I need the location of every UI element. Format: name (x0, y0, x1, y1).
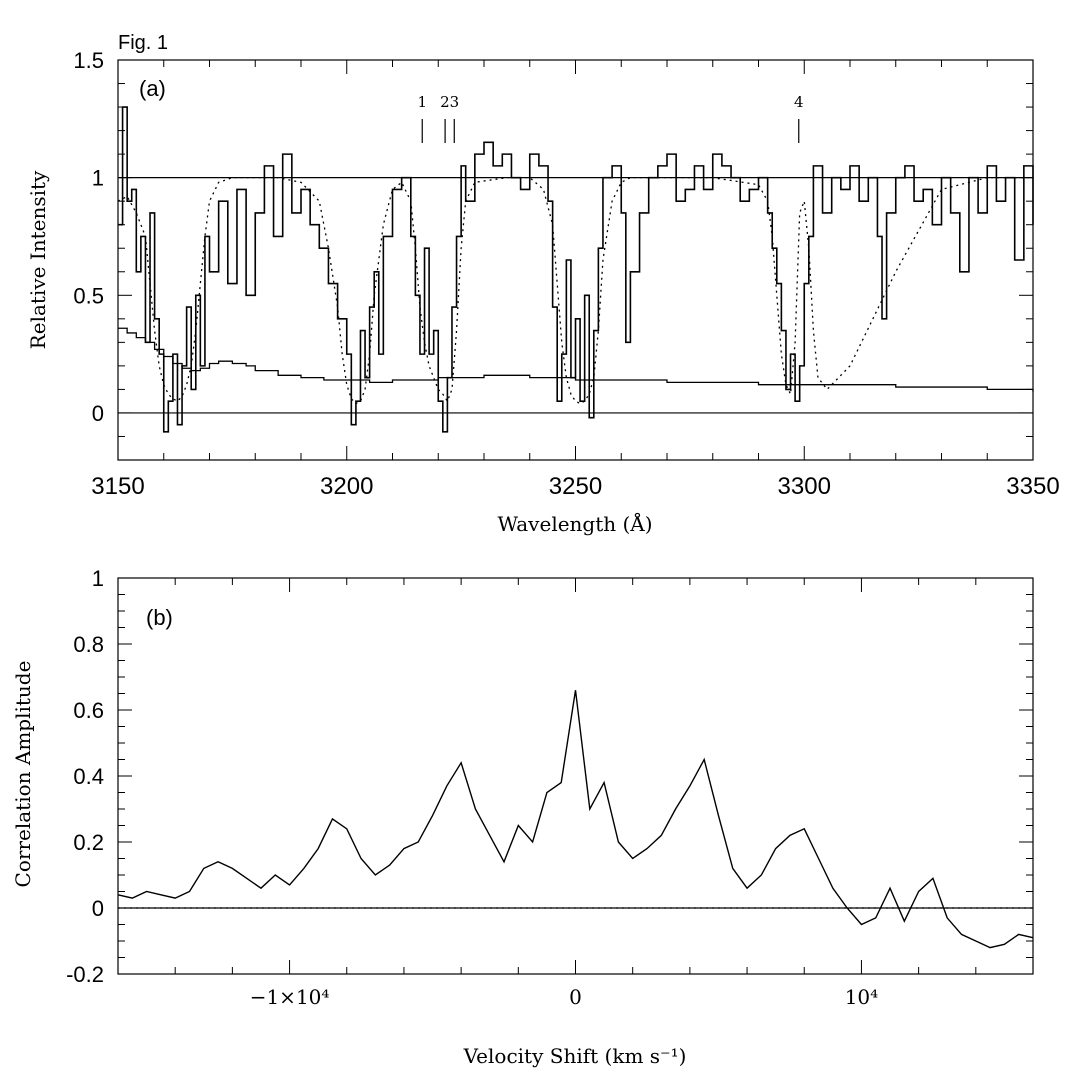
y-tick-label: 0.4 (73, 764, 104, 789)
panel-b-axis-ticks (117, 577, 1034, 975)
panel-a-y-tick-labels: 0 0.5 1 1.5 (73, 48, 104, 426)
x-tick-label: 3300 (778, 473, 831, 500)
panel-b-x-tick-labels: −1×10⁴ 0 10⁴ (250, 985, 878, 1009)
y-tick-label: -0.2 (66, 962, 104, 987)
y-tick-label: 1.5 (73, 48, 104, 73)
panel-a-spectrum: 1 23 4 3150 3200 3250 3300 3350 0 0.5 1 1.5 (a) W… (26, 48, 1060, 536)
panel-b-y-tick-labels: -0.2 0 0.2 0.4 0.6 0.8 1 (66, 566, 104, 987)
series-error-spectrum (118, 327, 1034, 392)
panel-b-correlation: −1×10⁴ 0 10⁴ -0.2 0 0.2 0.4 0.6 0.8 1 (b) Veloci… (11, 566, 1034, 1068)
y-tick-label: 0.6 (73, 698, 104, 723)
panel-a-line-markers: 1 23 4 (417, 93, 804, 143)
y-tick-label: 0.2 (73, 830, 104, 855)
y-tick-label: 0 (92, 401, 104, 426)
panel-b-series (117, 690, 1034, 949)
x-tick-label: −1×10⁴ (250, 985, 330, 1009)
y-tick-label: 1 (92, 566, 104, 591)
panel-b-x-axis-label: Velocity Shift (km s⁻¹) (463, 1044, 687, 1068)
panel-a-x-tick-labels: 3150 3200 3250 3300 3350 (91, 473, 1059, 500)
panel-a-label: (a) (139, 76, 166, 101)
series-observed-spectrum (118, 106, 1034, 433)
series-cross-correlation (117, 690, 1034, 949)
x-tick-label: 3250 (549, 473, 602, 500)
x-tick-label: 3200 (320, 473, 373, 500)
line-marker-label: 4 (794, 93, 804, 111)
panel-a-reference-lines (118, 177, 1033, 414)
x-tick-label: 3350 (1006, 473, 1059, 500)
y-tick-label: 0 (92, 896, 104, 921)
line-marker-label: 1 (417, 93, 427, 111)
line-marker-label: 23 (440, 93, 459, 111)
panel-b-y-axis-label: Correlation Amplitude (11, 661, 35, 888)
panel-a-axis-ticks (117, 59, 1034, 461)
y-tick-label: 1 (92, 166, 104, 191)
panel-a-series (117, 106, 1034, 433)
y-tick-label: 0.8 (73, 632, 104, 657)
figure-label: Fig. 1 (118, 32, 168, 54)
panel-b-frame (117, 577, 1034, 975)
y-tick-label: 0.5 (73, 283, 104, 308)
x-tick-label: 10⁴ (845, 985, 878, 1009)
x-tick-label: 3150 (91, 473, 144, 500)
panel-a-y-axis-label: Relative Intensity (26, 170, 50, 349)
panel-a-x-axis-label: Wavelength (Å) (497, 511, 652, 536)
x-tick-label: 0 (569, 985, 582, 1009)
panel-b-label: (b) (146, 605, 173, 630)
